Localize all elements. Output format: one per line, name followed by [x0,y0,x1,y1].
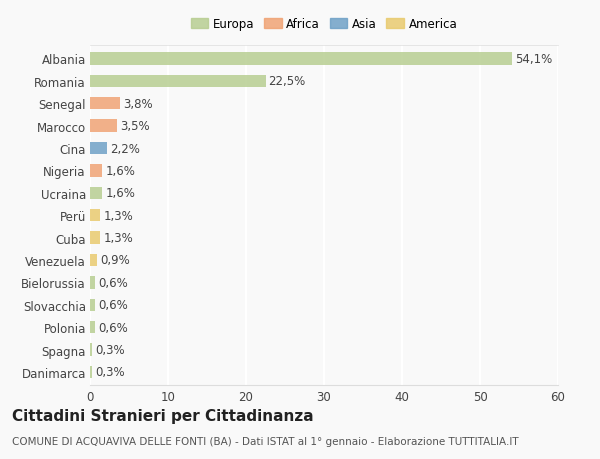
Bar [90,277,95,289]
Bar [90,321,95,334]
Bar [90,53,512,66]
Text: Cittadini Stranieri per Cittadinanza: Cittadini Stranieri per Cittadinanza [12,409,314,424]
Bar [90,232,100,244]
Bar [90,165,103,177]
Text: 0,6%: 0,6% [98,321,128,334]
Text: 1,3%: 1,3% [103,209,133,222]
Bar [90,187,103,200]
Text: 54,1%: 54,1% [515,53,553,66]
Text: 0,6%: 0,6% [98,299,128,312]
Bar [90,254,97,267]
Legend: Europa, Africa, Asia, America: Europa, Africa, Asia, America [188,16,460,33]
Text: 1,6%: 1,6% [106,187,136,200]
Bar [90,366,92,378]
Text: 0,9%: 0,9% [100,254,130,267]
Text: 1,6%: 1,6% [106,165,136,178]
Text: 0,6%: 0,6% [98,276,128,289]
Text: COMUNE DI ACQUAVIVA DELLE FONTI (BA) - Dati ISTAT al 1° gennaio - Elaborazione T: COMUNE DI ACQUAVIVA DELLE FONTI (BA) - D… [12,436,518,446]
Text: 22,5%: 22,5% [269,75,306,88]
Bar [90,120,118,133]
Text: 2,2%: 2,2% [110,142,140,155]
Bar [90,210,100,222]
Text: 3,8%: 3,8% [123,97,152,111]
Bar [90,98,119,110]
Bar [90,76,265,88]
Bar [90,344,92,356]
Text: 0,3%: 0,3% [95,343,125,356]
Bar [90,299,95,311]
Text: 0,3%: 0,3% [95,366,125,379]
Text: 1,3%: 1,3% [103,232,133,245]
Bar [90,143,107,155]
Text: 3,5%: 3,5% [121,120,150,133]
